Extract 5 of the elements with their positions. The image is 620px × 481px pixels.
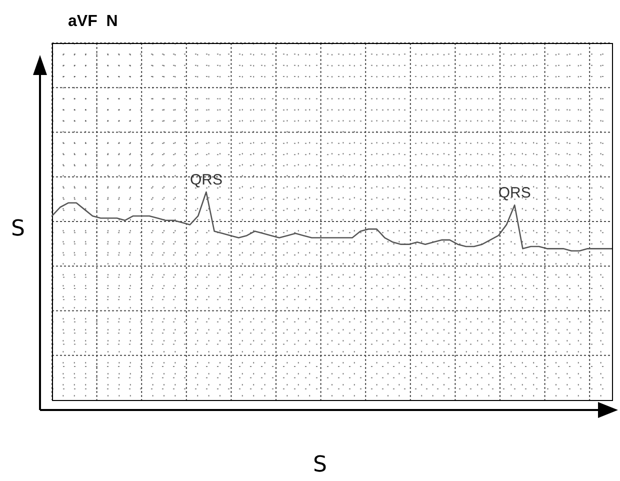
annotation: QRS bbox=[498, 184, 531, 202]
x-axis-title: S bbox=[313, 452, 327, 478]
y-axis-title: S bbox=[11, 216, 25, 242]
annotation: QRS bbox=[190, 172, 222, 189]
chart-title: aVF N bbox=[68, 13, 118, 30]
